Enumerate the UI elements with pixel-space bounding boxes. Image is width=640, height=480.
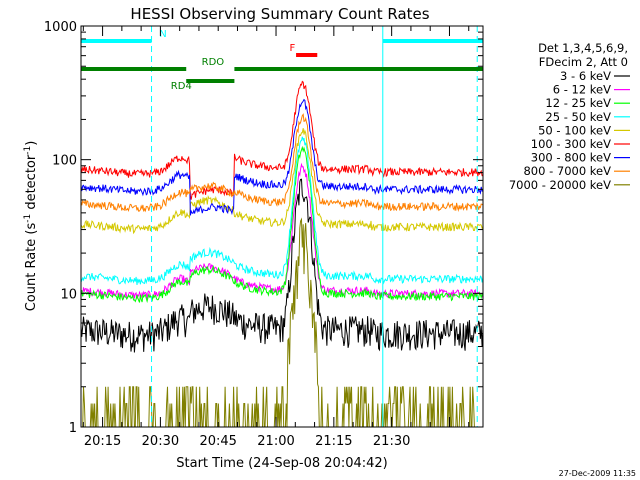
legend-label-4: 50 - 100 keV — [538, 123, 611, 137]
chart-title: HESSI Observing Summary Count Rates — [130, 5, 429, 23]
event-lines — [81, 26, 478, 427]
series-line-7 — [81, 113, 483, 213]
series-line-6 — [81, 98, 483, 216]
series-line-5 — [81, 80, 483, 200]
legend-header-line-2: FDecim 2, Att 0 — [539, 55, 628, 69]
plot-frame — [80, 25, 484, 428]
y-tick-label-0: 1 — [69, 421, 77, 436]
legend-label-6: 300 - 800 keV — [531, 151, 611, 165]
y-tick-label-3: 1000 — [44, 20, 77, 35]
legend: Det 1,3,4,5,6,9, FDecim 2, Att 0 3 - 6 k… — [509, 41, 630, 192]
x-axis-label: Start Time (24-Sep-08 20:04:42) — [176, 456, 387, 471]
series-line-3 — [81, 136, 483, 285]
series-layer — [81, 80, 483, 427]
x-tick-label-3: 21:00 — [257, 434, 294, 449]
annotation-label-N: N — [159, 29, 166, 40]
x-tick-label-4: 21:15 — [315, 434, 352, 449]
annotation-label-RD4: RD4 — [171, 81, 192, 92]
legend-label-8: 7000 - 20000 keV — [509, 178, 611, 192]
series-line-4 — [81, 128, 483, 235]
legend-header-line-1: Det 1,3,4,5,6,9, — [538, 41, 628, 55]
legend-label-7: 800 - 7000 keV — [523, 164, 611, 178]
legend-label-0: 3 - 6 keV — [560, 69, 611, 83]
x-tick-label-5: 21:30 — [373, 434, 410, 449]
annotations: N F RDO RD4 — [81, 29, 483, 92]
y-axis-label: Count Rate (s-1 detector-1) — [23, 141, 39, 312]
series-line-8 — [81, 217, 483, 427]
legend-label-3: 25 - 50 keV — [545, 110, 611, 124]
series-line-0 — [81, 178, 483, 353]
x-tick-label-1: 20:30 — [142, 434, 179, 449]
legend-label-2: 12 - 25 keV — [545, 96, 611, 110]
annotation-label-RDO: RDO — [202, 57, 225, 68]
x-tick-label-2: 20:45 — [199, 434, 236, 449]
footer-date: 27-Dec-2009 11:35 — [559, 469, 636, 478]
legend-label-5: 100 - 300 keV — [531, 137, 611, 151]
y-tick-label-1: 10 — [60, 287, 77, 302]
x-axis: 20:15 20:30 20:45 21:00 21:15 21:30 — [82, 26, 470, 449]
y-tick-label-2: 100 — [52, 154, 77, 169]
legend-label-1: 6 - 12 keV — [553, 83, 611, 97]
annotation-label-F: F — [290, 43, 296, 54]
y-axis: 1 10 100 1000 — [44, 20, 483, 436]
series-line-2 — [81, 145, 483, 304]
x-tick-label-0: 20:15 — [84, 434, 121, 449]
